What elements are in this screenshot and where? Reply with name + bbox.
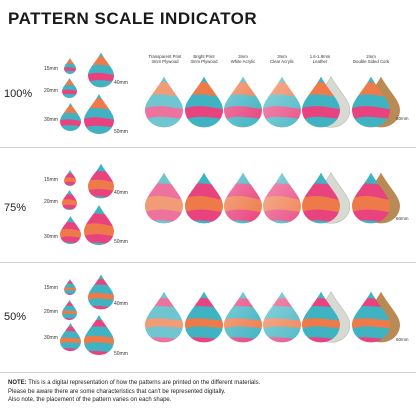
material-header-transparent-print: Transparent Print 3mm Plywood	[148, 54, 182, 65]
drop-15mm	[64, 170, 76, 186]
material-header-leather: 1.6-1.8mm Leather	[309, 54, 331, 65]
size-label-20mm: 20mm	[44, 199, 58, 205]
scale-label: 50%	[4, 311, 27, 323]
section-divider	[0, 372, 416, 373]
size-label-40mm: 40mm	[114, 301, 128, 307]
disclaimer-note: NOTE: This is a digital representation o…	[8, 379, 412, 405]
material-header-white-acrylic: 3mm White Acrylic	[230, 54, 256, 65]
section-divider	[0, 147, 416, 148]
drop-30mm	[60, 103, 81, 131]
material-size-label: 60mm	[396, 337, 409, 342]
material-sample-transparent-print	[145, 76, 183, 128]
material-header-cork: 2mm Double Sided Cork	[352, 54, 390, 65]
size-label-30mm: 30mm	[44, 117, 58, 123]
drop-40mm	[88, 163, 114, 199]
material-size-label: 60mm	[396, 116, 409, 121]
drop-40mm	[88, 52, 114, 88]
material-sample-transparent-print	[145, 172, 183, 224]
scale-section-100: 100% 15mm 20mm 30mm 40mm 50mm Transparen…	[0, 38, 416, 150]
size-label-20mm: 20mm	[44, 309, 58, 315]
drop-50mm	[84, 205, 114, 245]
material-sample-white-acrylic	[224, 172, 262, 224]
size-label-20mm: 20mm	[44, 88, 58, 94]
material-sample-bright-print	[185, 291, 223, 343]
drop-20mm	[62, 190, 77, 210]
size-label-30mm: 30mm	[44, 234, 58, 240]
material-sample-transparent-print	[145, 291, 183, 343]
size-label-50mm: 50mm	[114, 351, 128, 357]
note-line-2: Please be aware there are some character…	[8, 388, 226, 395]
size-label-40mm: 40mm	[114, 190, 128, 196]
page-title: PATTERN SCALE INDICATOR	[8, 9, 258, 28]
note-line-1: NOTE: This is a digital representation o…	[8, 380, 261, 386]
scale-label: 75%	[4, 202, 27, 214]
size-label-30mm: 30mm	[44, 335, 58, 341]
drop-40mm	[88, 274, 114, 310]
drop-30mm	[60, 216, 81, 244]
note-line-3: Also note, the placement of the pattern …	[8, 397, 172, 404]
drop-15mm	[64, 58, 76, 74]
size-label-15mm: 15mm	[44, 177, 58, 183]
material-sample-leather	[302, 172, 340, 224]
size-label-15mm: 15mm	[44, 285, 58, 291]
scale-section-50: 50% 15mm 20mm 30mm 40mm 50mm 60mm	[0, 265, 416, 377]
scale-section-75: 75% 15mm 20mm 30mm 40mm 50mm 60mm	[0, 150, 416, 262]
size-label-50mm: 50mm	[114, 239, 128, 245]
material-sample-cork	[352, 291, 390, 343]
size-label-50mm: 50mm	[114, 129, 128, 135]
material-sample-clear-acrylic	[263, 291, 301, 343]
material-sample-white-acrylic	[224, 76, 262, 128]
material-sample-bright-print	[185, 172, 223, 224]
material-sample-leather	[302, 76, 340, 128]
drop-50mm	[84, 315, 114, 355]
material-header-clear-acrylic: 3mm Clear Acrylic	[270, 54, 294, 65]
scale-label: 100%	[4, 88, 33, 100]
material-size-label: 60mm	[396, 216, 409, 221]
drop-15mm	[64, 279, 76, 295]
material-sample-white-acrylic	[224, 291, 262, 343]
material-sample-cork	[352, 76, 390, 128]
drop-20mm	[62, 300, 77, 320]
size-label-15mm: 15mm	[44, 66, 58, 72]
material-header-bright-print: Bright Print 3mm Plywood	[190, 54, 218, 65]
material-sample-cork	[352, 172, 390, 224]
drop-20mm	[62, 78, 77, 98]
note-label: NOTE:	[8, 380, 27, 386]
size-label-40mm: 40mm	[114, 80, 128, 86]
material-sample-clear-acrylic	[263, 76, 301, 128]
drop-30mm	[60, 323, 81, 351]
section-divider	[0, 262, 416, 263]
material-sample-leather	[302, 291, 340, 343]
material-sample-bright-print	[185, 76, 223, 128]
drop-50mm	[84, 94, 114, 134]
material-sample-clear-acrylic	[263, 172, 301, 224]
